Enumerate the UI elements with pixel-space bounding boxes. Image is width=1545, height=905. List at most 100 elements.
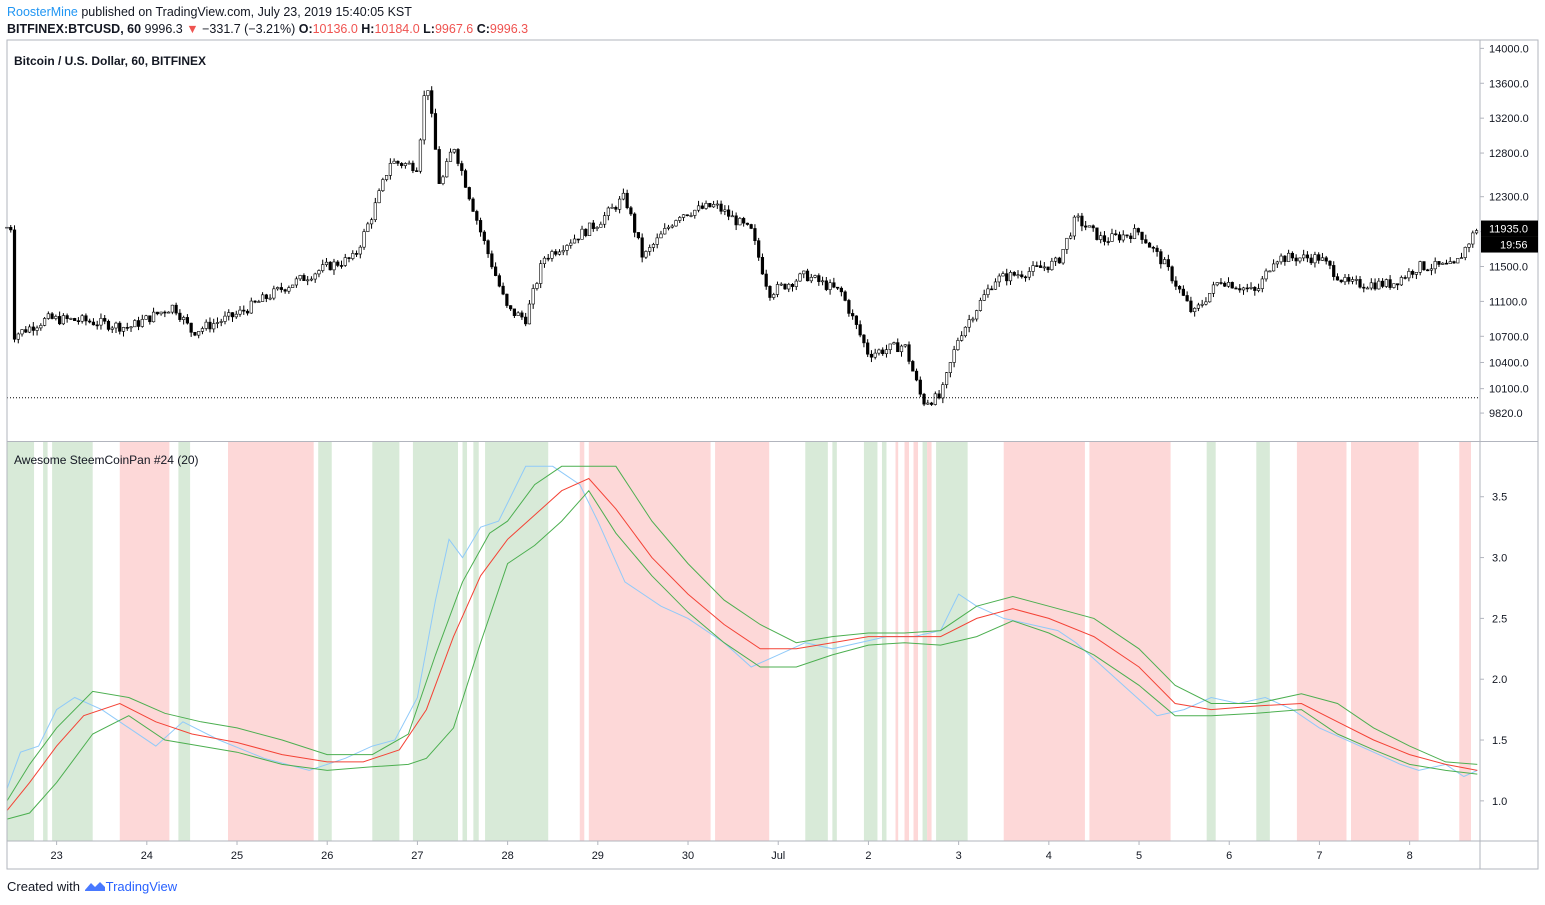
candle-down: [1294, 257, 1298, 262]
candle-down: [1023, 276, 1028, 279]
candle-up: [69, 318, 73, 320]
candle-down: [193, 332, 197, 336]
candle-down: [264, 294, 268, 299]
countdown-label: 19:56: [1500, 240, 1528, 252]
candle-up: [730, 215, 734, 218]
tradingview-brand[interactable]: TradingView: [105, 879, 178, 894]
candle-down: [1012, 272, 1016, 276]
candle-down: [753, 228, 757, 242]
candle-up: [403, 163, 407, 166]
candle-down: [591, 222, 595, 229]
red-band: [715, 442, 770, 841]
candle-up: [268, 297, 272, 300]
candle-up: [452, 149, 456, 153]
high-value: 10184.0: [374, 22, 420, 36]
candle-down: [719, 203, 723, 212]
green-band: [832, 442, 837, 841]
author-link[interactable]: RoosterMine: [7, 5, 78, 19]
candle-up: [182, 317, 186, 320]
candle-up: [1193, 307, 1197, 313]
candle-up: [294, 278, 298, 286]
candle-down: [1339, 279, 1343, 283]
green-band: [178, 442, 191, 841]
candle-up: [1001, 273, 1005, 277]
candle-down: [50, 313, 54, 319]
green-band: [473, 442, 479, 841]
countdown-badge: [1481, 236, 1538, 253]
candle-up: [1132, 228, 1137, 240]
candle-down: [843, 291, 847, 301]
candle-up: [1271, 263, 1276, 272]
series-steemcoinpan: [6, 465, 1478, 789]
candle-up: [674, 220, 678, 227]
candle-up: [531, 288, 535, 305]
candle-up: [1260, 278, 1264, 289]
candle-down: [922, 393, 926, 405]
indicator-bands: [7, 442, 1471, 841]
green-band: [372, 442, 400, 841]
candle-up: [1264, 270, 1268, 280]
candle-up: [1414, 272, 1419, 275]
tradingview-logo-icon: [84, 882, 105, 891]
candle-up: [1211, 284, 1216, 294]
price-tick-label: 9820.0: [1489, 408, 1523, 420]
candle-up: [960, 335, 964, 341]
candle-down: [1095, 227, 1099, 240]
candle-up: [884, 349, 889, 355]
green-band: [936, 442, 968, 841]
candle-down: [1020, 274, 1024, 278]
candle-up: [1053, 257, 1058, 262]
candle-up: [1249, 287, 1253, 289]
candle-up: [159, 311, 163, 315]
candle-down: [1411, 271, 1415, 275]
candle-down: [1057, 257, 1061, 264]
candle-down: [907, 344, 911, 362]
candle-down: [896, 342, 900, 353]
candle-down: [1155, 247, 1159, 252]
red-band: [927, 442, 932, 841]
candle-down: [929, 402, 934, 405]
candle-down: [1147, 242, 1152, 248]
candle-up: [321, 264, 325, 271]
time-tick-label: 7: [1316, 850, 1322, 862]
candle-up: [133, 320, 137, 328]
candle-up: [362, 231, 366, 248]
candle-down: [482, 231, 486, 241]
candle-up: [678, 217, 682, 221]
candle-up: [170, 304, 174, 313]
candle-up: [926, 402, 930, 405]
price-tick-label: 10400.0: [1489, 357, 1529, 369]
candle-down: [1444, 262, 1449, 265]
candle-down: [1309, 257, 1313, 264]
down-arrow-icon: ▼: [186, 22, 199, 36]
candle-up: [978, 300, 983, 311]
indicator-tick-label: 3.5: [1492, 492, 1507, 504]
price-tick-label: 12800.0: [1489, 148, 1529, 160]
candle-up: [779, 283, 783, 286]
candle-up: [276, 287, 280, 290]
candle-down: [242, 309, 246, 312]
candle-up: [963, 326, 967, 337]
chart-frame: [6, 39, 1539, 870]
candle-down: [253, 300, 257, 303]
candle-up: [1279, 255, 1283, 263]
current-price-badge: [1481, 220, 1538, 237]
created-with-text: Created with: [7, 879, 80, 894]
candle-up: [820, 280, 825, 283]
candle-down: [524, 316, 528, 325]
candle-up: [542, 257, 547, 264]
green-band: [881, 442, 887, 841]
candle-up: [1384, 279, 1388, 287]
candle-down: [478, 220, 483, 233]
candle-down: [76, 320, 81, 322]
series-lower: [6, 489, 1478, 820]
candle-up: [212, 323, 216, 330]
candle-up: [35, 327, 39, 331]
candle-up: [238, 309, 242, 315]
candle-down: [178, 312, 182, 320]
candle-up: [418, 139, 423, 172]
candle-down: [279, 287, 283, 290]
candle-down: [283, 289, 287, 292]
candle-down: [1129, 235, 1133, 240]
